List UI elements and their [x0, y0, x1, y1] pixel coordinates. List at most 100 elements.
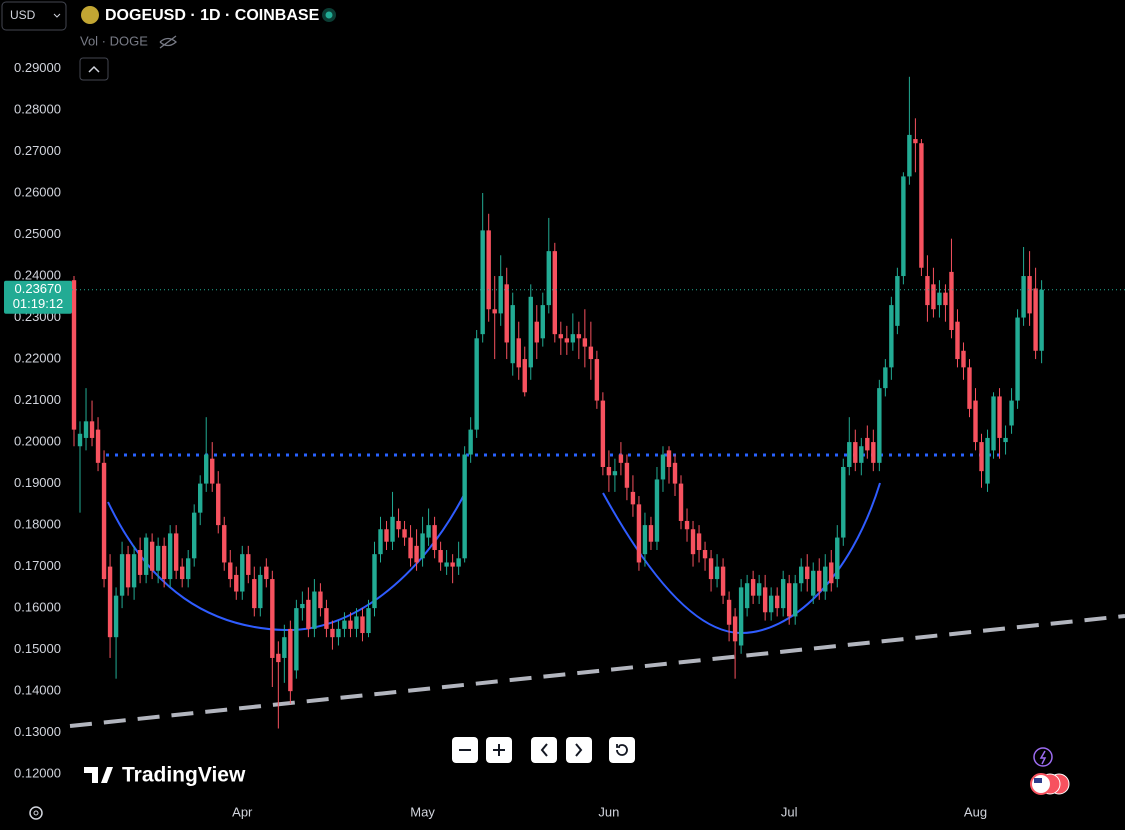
candle-body	[859, 446, 864, 463]
candle-body	[889, 305, 894, 368]
trend-line	[69, 614, 1125, 728]
candle-body	[240, 554, 245, 592]
x-tick-label: May	[410, 804, 435, 819]
candle-body	[576, 334, 582, 339]
candle-body	[648, 525, 654, 542]
candle-body	[811, 570, 816, 596]
volume-label: Vol · DOGE	[80, 33, 148, 48]
dropdown-icon	[53, 13, 61, 18]
candle-body	[588, 346, 594, 360]
candle-body	[991, 396, 996, 451]
candle-body	[282, 637, 287, 658]
candle-body	[210, 458, 215, 484]
currency-select[interactable]	[1, 1, 67, 31]
candle-body	[192, 512, 197, 559]
candle-body	[143, 537, 149, 575]
collapse-button[interactable]	[79, 57, 109, 81]
candle-body	[95, 429, 101, 463]
candle-body	[1033, 288, 1038, 351]
candle-body	[408, 537, 413, 559]
candle-body	[276, 653, 281, 663]
candle-body	[835, 537, 840, 580]
y-tick-label: 0.21000	[14, 392, 61, 407]
alert-icon[interactable]	[1033, 747, 1053, 767]
candle-body	[1015, 317, 1020, 401]
candle-body	[149, 541, 155, 571]
candle-body	[594, 359, 600, 401]
candle-body	[300, 603, 305, 609]
candle-body	[179, 566, 185, 580]
candle-body	[216, 483, 221, 526]
x-tick-label: Apr	[232, 804, 253, 819]
candle-body	[829, 562, 834, 584]
collapse-icon	[88, 65, 100, 73]
status-dot	[325, 11, 333, 19]
candle-body	[1027, 276, 1032, 314]
candle-body	[264, 566, 269, 580]
candle-body	[901, 176, 906, 277]
candle-body	[420, 533, 425, 559]
y-tick-label: 0.13000	[14, 724, 61, 739]
candle-body	[155, 545, 161, 571]
candle-body	[750, 579, 756, 596]
candle-body	[113, 595, 119, 638]
candle-body	[636, 504, 642, 563]
y-tick-label: 0.27000	[14, 143, 61, 158]
candle-body	[540, 305, 545, 339]
reset-button[interactable]	[609, 737, 635, 763]
bolt-icon	[1039, 750, 1047, 765]
candle-body	[522, 359, 527, 393]
candle-body	[516, 338, 521, 368]
candle-body	[558, 334, 564, 339]
y-tick-label: 0.19000	[14, 475, 61, 490]
candle-body	[967, 367, 972, 409]
candle-body	[931, 284, 936, 310]
candle-body	[714, 566, 720, 580]
flag-icon[interactable]	[1030, 773, 1052, 795]
currency: USD	[10, 8, 36, 22]
candle-body	[348, 620, 353, 629]
candle-body	[913, 139, 918, 144]
scroll-left-button[interactable]	[531, 737, 557, 763]
candle-body	[456, 558, 461, 567]
scroll-right-button[interactable]	[566, 737, 592, 763]
candle-body	[270, 579, 275, 658]
candle-body	[119, 554, 125, 596]
y-tick-label: 0.17000	[14, 558, 61, 573]
candle-body	[1039, 289, 1044, 351]
candle-body	[618, 454, 624, 463]
candle-body	[949, 271, 954, 331]
candle-body	[450, 562, 455, 567]
candle-body	[480, 230, 485, 335]
candle-body	[294, 608, 299, 671]
candle-body	[582, 338, 588, 347]
candle-body	[702, 550, 708, 559]
candle-body	[642, 525, 648, 555]
zoom-out-button[interactable]	[452, 737, 478, 763]
candle-body	[919, 143, 924, 268]
y-tick-label: 0.16000	[14, 600, 61, 615]
last-price-box	[4, 280, 72, 314]
candle-body	[684, 520, 690, 530]
y-tick-label: 0.28000	[14, 101, 61, 116]
candle-body	[318, 591, 323, 609]
logo-text: TradingView	[122, 764, 246, 787]
candle-body	[678, 483, 684, 521]
hide-icon[interactable]	[159, 35, 177, 49]
candle-body	[462, 454, 467, 559]
zoom-in-button[interactable]	[486, 737, 512, 763]
candle-body	[654, 479, 660, 542]
candle-body	[841, 466, 846, 538]
logo-mark	[84, 767, 113, 783]
candle-body	[246, 554, 251, 575]
candle-body	[985, 437, 990, 484]
candle-body	[324, 608, 329, 629]
candle-body	[853, 442, 858, 463]
candle-body	[1009, 400, 1014, 426]
candle-body	[288, 628, 293, 692]
candle-body	[744, 583, 750, 609]
candle-body	[234, 574, 239, 592]
candle-body	[101, 462, 107, 580]
settings-icon[interactable]	[29, 806, 43, 820]
